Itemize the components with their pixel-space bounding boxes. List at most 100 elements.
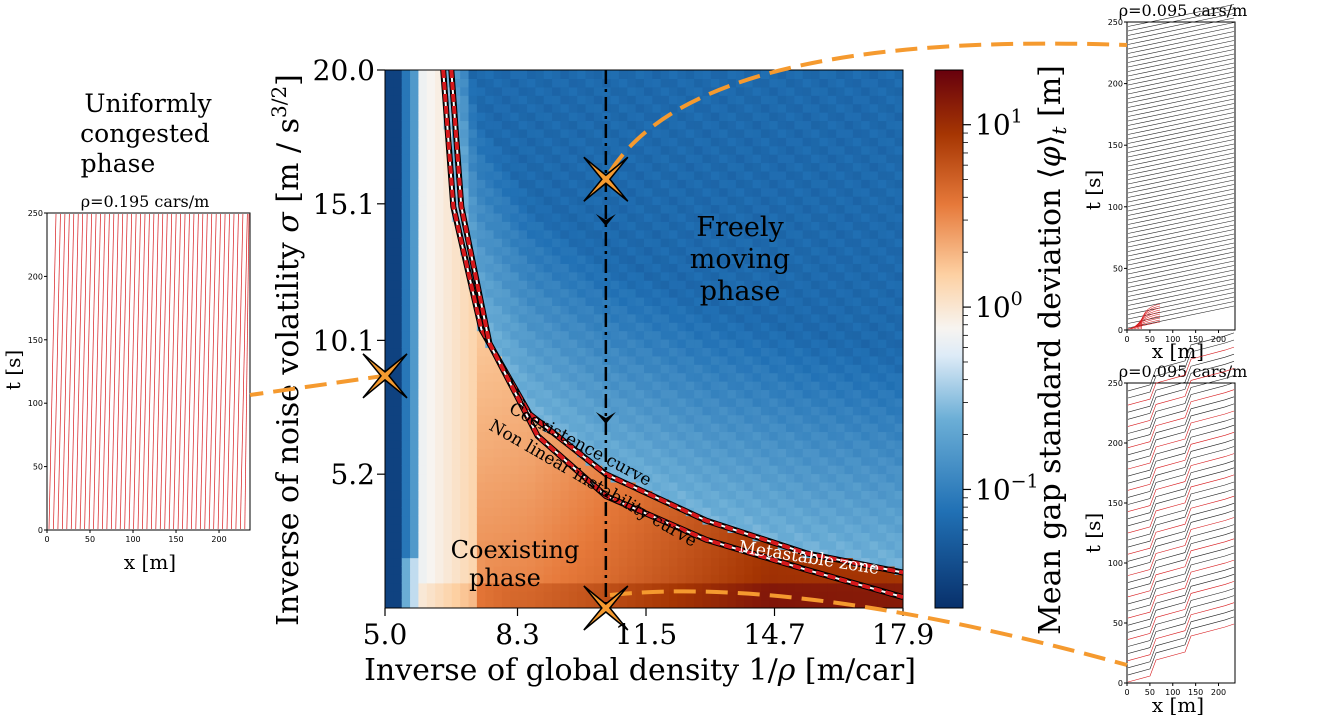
heatmap-cell bbox=[468, 347, 478, 357]
heatmap-cell bbox=[460, 238, 470, 248]
heatmap-cell bbox=[727, 313, 737, 323]
heatmap-cell bbox=[527, 78, 536, 88]
heatmap-cell bbox=[451, 549, 461, 559]
heatmap-cell bbox=[493, 431, 503, 441]
heatmap-cell bbox=[510, 86, 520, 96]
heatmap-cell bbox=[627, 582, 637, 592]
heatmap-cell bbox=[435, 288, 445, 298]
heatmap-cell bbox=[752, 187, 762, 197]
heatmap-cell bbox=[836, 406, 846, 416]
heatmap-cell bbox=[844, 381, 854, 391]
heatmap-cell bbox=[618, 296, 628, 306]
heatmap-cell bbox=[552, 523, 562, 533]
heatmap-cell bbox=[827, 170, 837, 180]
heatmap-cell bbox=[418, 540, 428, 550]
heatmap-cell bbox=[719, 423, 729, 433]
heatmap-cell bbox=[735, 103, 745, 113]
heatmap-cell bbox=[710, 599, 720, 608]
heatmap-cell bbox=[493, 515, 503, 525]
heatmap-cell bbox=[585, 507, 595, 517]
heatmap-cell bbox=[719, 305, 729, 315]
heatmap-cell bbox=[677, 565, 687, 575]
heatmap-cell bbox=[560, 179, 570, 189]
heatmap-cell bbox=[627, 305, 637, 315]
heatmap-cell bbox=[426, 507, 436, 517]
heatmap-cell bbox=[827, 204, 837, 214]
heatmap-cell bbox=[426, 196, 436, 206]
heatmap-cell bbox=[660, 70, 670, 80]
heatmap-cell bbox=[836, 473, 846, 483]
heatmap-cell bbox=[685, 221, 695, 231]
heatmap-cell bbox=[877, 431, 887, 441]
heatmap-cell bbox=[660, 540, 670, 550]
heatmap-cell bbox=[836, 280, 846, 290]
heatmap-cell bbox=[527, 271, 536, 281]
heatmap-cell bbox=[618, 565, 628, 575]
heatmap-cell bbox=[510, 498, 520, 508]
right-bottom-trajectory bbox=[1127, 361, 1235, 420]
heatmap-cell bbox=[735, 481, 745, 491]
heatmap-cell bbox=[844, 221, 854, 231]
heatmap-cell bbox=[443, 271, 453, 281]
right-top-red-trajectory bbox=[1130, 317, 1161, 330]
heatmap-cell bbox=[618, 465, 628, 475]
heatmap-cell bbox=[510, 515, 520, 525]
heatmap-cell bbox=[618, 78, 628, 88]
heatmap-cell bbox=[426, 154, 436, 164]
heatmap-cell bbox=[794, 431, 804, 441]
heatmap-cell bbox=[677, 196, 687, 206]
heatmap-cell bbox=[418, 481, 428, 491]
left-trajectory bbox=[66, 213, 75, 530]
heatmap-cell bbox=[644, 481, 653, 491]
heatmap-cell bbox=[660, 364, 670, 374]
heatmap-cell bbox=[426, 145, 436, 155]
heatmap-cell bbox=[877, 70, 887, 80]
heatmap-cell bbox=[476, 591, 486, 601]
heatmap-cell bbox=[435, 355, 445, 365]
heatmap-cell bbox=[652, 112, 662, 122]
heatmap-cell bbox=[827, 565, 837, 575]
heatmap-cell bbox=[794, 246, 804, 256]
heatmap-cell bbox=[710, 431, 720, 441]
heatmap-cell bbox=[401, 271, 411, 281]
heatmap-cell bbox=[451, 187, 461, 197]
heatmap-cell bbox=[777, 86, 787, 96]
heatmap-cell bbox=[568, 557, 578, 567]
left-trajectory bbox=[173, 213, 181, 530]
heatmap-cell bbox=[560, 322, 570, 332]
heatmap-cell bbox=[501, 170, 511, 180]
heatmap-cell bbox=[777, 280, 787, 290]
heatmap-cell bbox=[618, 406, 628, 416]
heatmap-cell bbox=[752, 296, 762, 306]
heatmap-cell bbox=[744, 490, 754, 500]
heatmap-cell bbox=[735, 498, 745, 508]
heatmap-cell bbox=[543, 591, 553, 601]
heatmap-cell bbox=[426, 271, 436, 281]
heatmap-cell bbox=[794, 154, 804, 164]
heatmap-cell bbox=[786, 523, 795, 533]
heatmap-cell bbox=[577, 271, 587, 281]
heatmap-cell bbox=[535, 313, 545, 323]
heatmap-cell bbox=[527, 498, 536, 508]
heatmap-cell bbox=[735, 439, 745, 449]
heatmap-cell bbox=[819, 296, 829, 306]
heatmap-cell bbox=[543, 364, 553, 374]
right-top-red-trajectory bbox=[1138, 307, 1161, 330]
heatmap-cell bbox=[844, 128, 854, 138]
heatmap-cell bbox=[618, 70, 628, 80]
heatmap-cell bbox=[618, 582, 628, 592]
heatmap-cell bbox=[618, 145, 628, 155]
heatmap-cell bbox=[535, 372, 545, 382]
heatmap-cell bbox=[435, 322, 445, 332]
heatmap-cell bbox=[769, 154, 779, 164]
heatmap-cell bbox=[610, 137, 620, 147]
right-top-panel-title: ρ=0.095 cars/m bbox=[1119, 1, 1248, 20]
heatmap-cell bbox=[877, 86, 887, 96]
heatmap-cell bbox=[385, 313, 394, 323]
heatmap-cell bbox=[702, 78, 712, 88]
heatmap-cell bbox=[886, 229, 896, 239]
heatmap-cell bbox=[435, 347, 445, 357]
heatmap-cell bbox=[886, 406, 896, 416]
heatmap-cell bbox=[385, 549, 394, 559]
heatmap-cell bbox=[844, 582, 854, 592]
